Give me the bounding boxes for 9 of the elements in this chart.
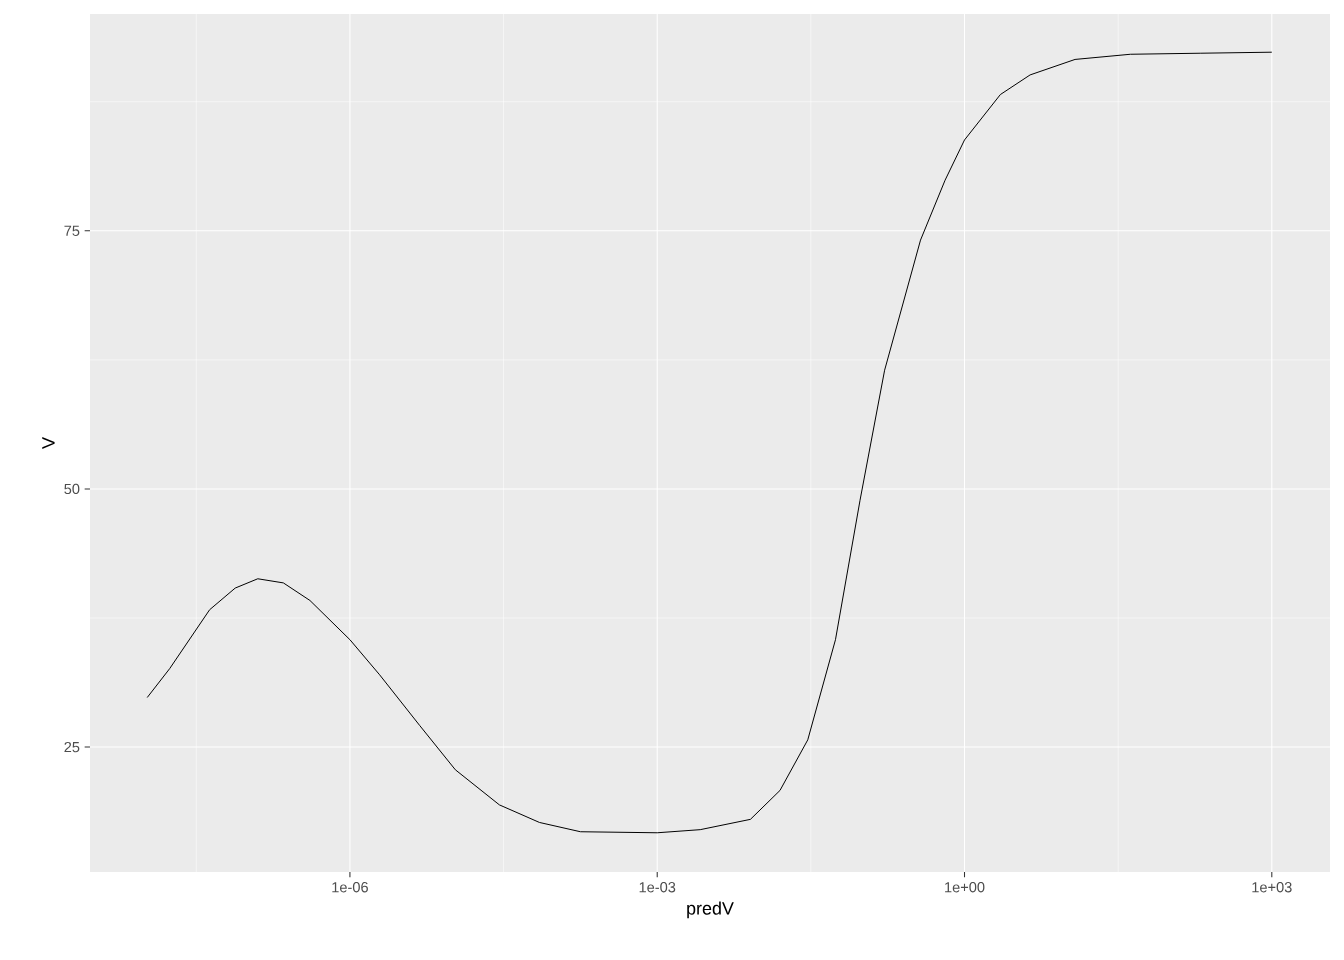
y-tick-label: 25 [64, 741, 80, 753]
y-tick-label: 75 [64, 225, 80, 236]
x-axis-title: predV [687, 901, 734, 919]
x-tick-label: 1e+03 [1252, 882, 1292, 893]
x-tick-label: 1e-03 [639, 882, 676, 893]
y-axis-title: V [42, 437, 55, 449]
x-tick-label: 1e-06 [332, 882, 368, 893]
x-tick-label: 1e+00 [945, 882, 985, 893]
y-tick-label: 50 [64, 483, 80, 495]
